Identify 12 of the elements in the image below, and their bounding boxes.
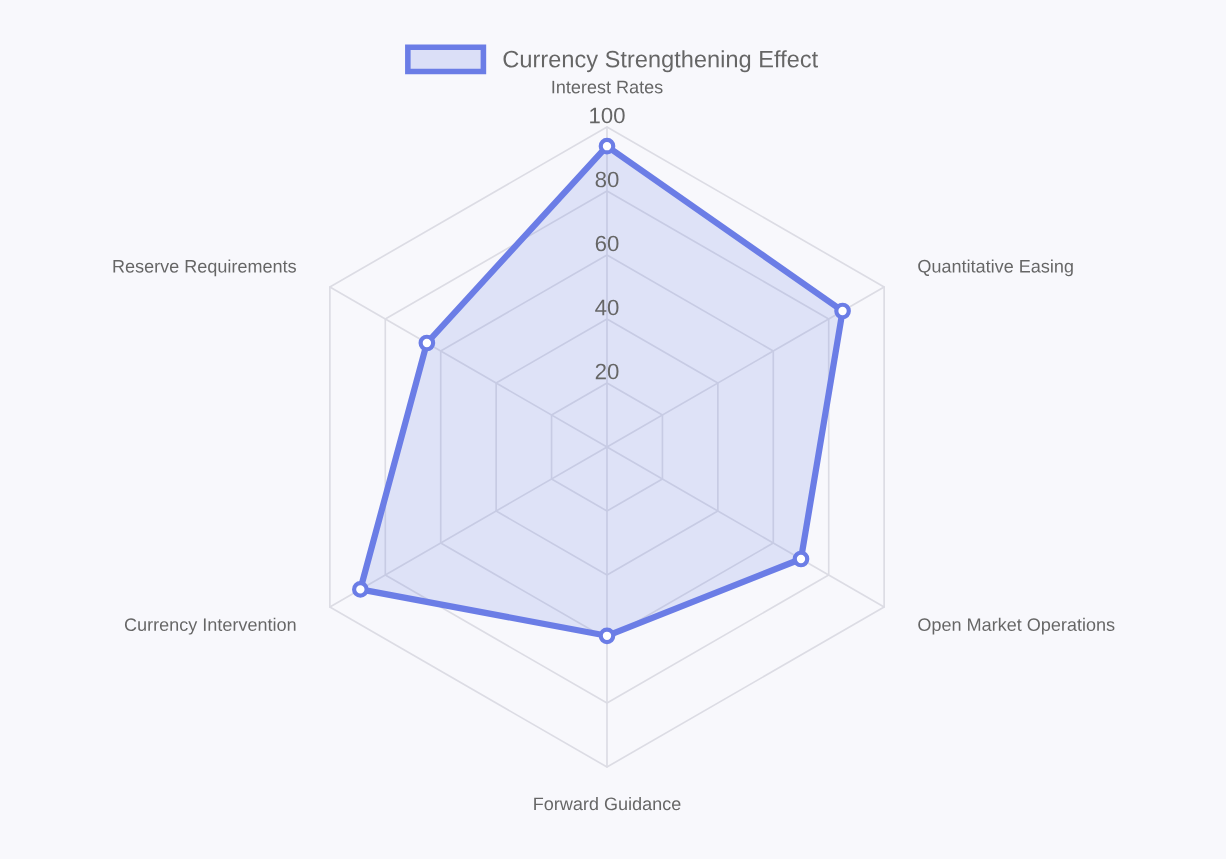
spoke-label: Currency Intervention: [124, 617, 296, 635]
y-tick-label: 40: [595, 299, 619, 316]
spoke-label: Quantitative Easing: [918, 259, 1073, 277]
legend-label: Currency Strengthening Effect: [503, 50, 818, 73]
y-tick-label: 20: [595, 363, 619, 380]
spoke-label: Reserve Requirements: [113, 259, 296, 277]
y-tick-label: 60: [595, 235, 619, 252]
spoke-label: Open Market Operations: [918, 617, 1115, 635]
spoke-label: Forward Guidance: [534, 796, 681, 811]
y-tick-label: 80: [595, 171, 619, 188]
spoke-label: Interest Rates: [552, 80, 663, 94]
y-tick-label: 100: [590, 107, 625, 124]
